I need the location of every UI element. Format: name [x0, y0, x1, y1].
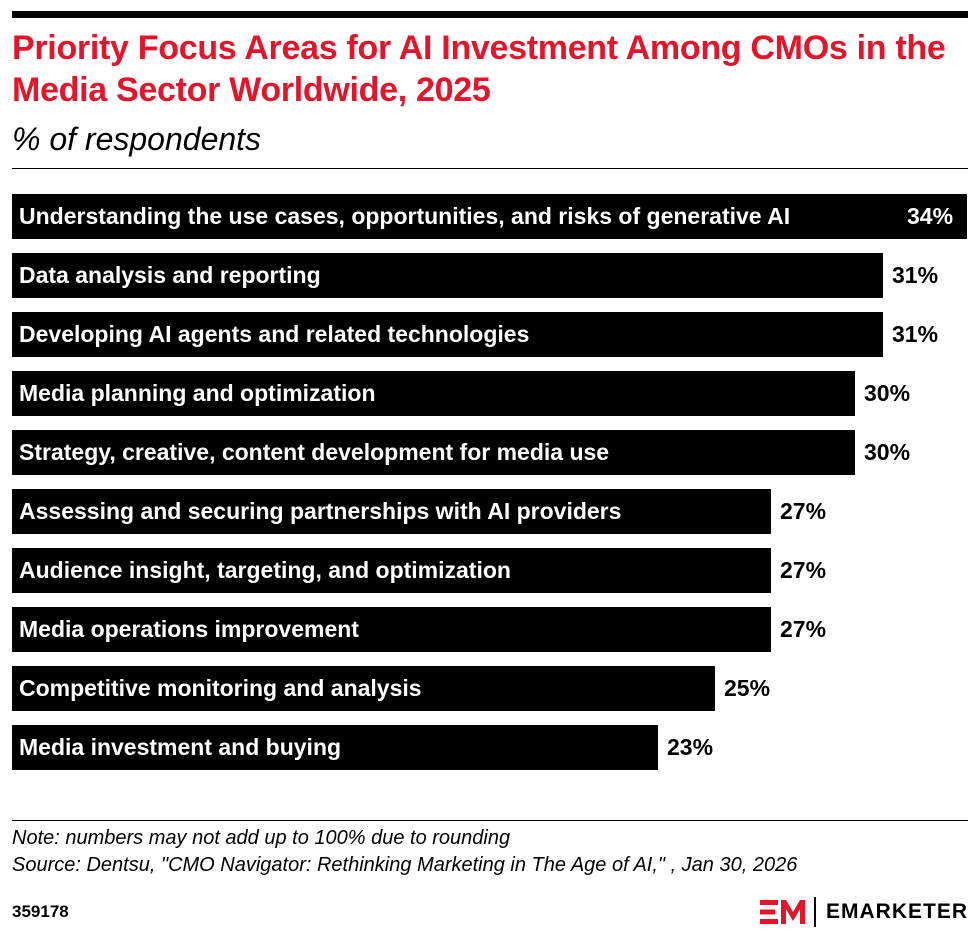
- logo-wordmark: EMARKETER: [825, 900, 968, 923]
- bar: Competitive monitoring and analysis: [12, 666, 715, 711]
- bar: Media investment and buying: [12, 725, 658, 770]
- chart-id: 359178: [12, 902, 69, 921]
- header-divider: [12, 168, 968, 169]
- bar: Audience insight, targeting, and optimiz…: [12, 548, 771, 593]
- top-rule: [12, 11, 968, 18]
- bar-label: Assessing and securing partnerships with…: [19, 498, 622, 524]
- bar-label: Developing AI agents and related technol…: [19, 321, 530, 347]
- bar-value-label: 27%: [780, 616, 827, 642]
- chart-source: Source: Dentsu, "CMO Navigator: Rethinki…: [12, 854, 798, 876]
- chart-subtitle: % of respondents: [12, 121, 262, 157]
- bar-label: Media operations improvement: [19, 616, 359, 642]
- chart-note: Note: numbers may not add up to 100% due…: [12, 827, 511, 849]
- logo-divider: [813, 897, 816, 927]
- bar-value-label: 27%: [780, 498, 827, 524]
- bar-label: Audience insight, targeting, and optimiz…: [19, 557, 511, 583]
- bar-value-label: 34%: [907, 203, 954, 229]
- bar: Data analysis and reporting: [12, 253, 883, 298]
- bar-label: Understanding the use cases, opportuniti…: [19, 203, 791, 229]
- bar-value-label: 30%: [864, 439, 911, 465]
- bar: Developing AI agents and related technol…: [12, 312, 883, 357]
- footer-divider: [12, 820, 968, 821]
- bar-value-label: 30%: [864, 380, 911, 406]
- bar-label: Media planning and optimization: [19, 380, 376, 406]
- bar-value-label: 27%: [780, 557, 827, 583]
- bar: Media operations improvement: [12, 607, 771, 652]
- bar-label: Competitive monitoring and analysis: [19, 675, 422, 701]
- bar-label: Media investment and buying: [19, 734, 342, 760]
- bar: Assessing and securing partnerships with…: [12, 489, 771, 534]
- bar-label: Data analysis and reporting: [19, 262, 321, 288]
- bar-value-label: 23%: [667, 734, 714, 760]
- bar: Strategy, creative, content development …: [12, 430, 855, 475]
- bar-label: Strategy, creative, content development …: [19, 439, 610, 465]
- bar-value-label: 31%: [892, 321, 939, 347]
- emarketer-logo: EMARKETER: [759, 895, 968, 929]
- bar: Understanding the use cases, opportuniti…: [12, 194, 967, 239]
- em-logo-icon: [759, 900, 805, 924]
- chart-title: Priority Focus Areas for AI Investment A…: [12, 29, 946, 109]
- bar-value-label: 25%: [724, 675, 771, 701]
- bar-value-label: 31%: [892, 262, 939, 288]
- bar: Media planning and optimization: [12, 371, 855, 416]
